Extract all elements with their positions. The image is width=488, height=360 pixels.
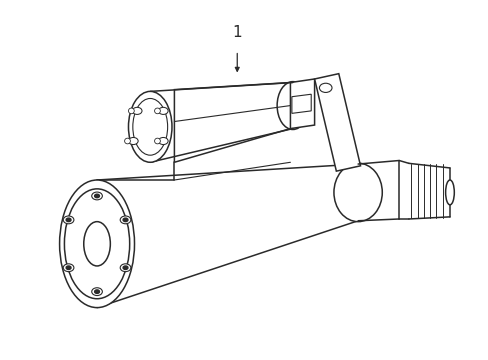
Ellipse shape	[120, 264, 131, 272]
Ellipse shape	[158, 138, 168, 145]
Ellipse shape	[128, 91, 172, 162]
Circle shape	[95, 290, 99, 293]
Text: 1: 1	[232, 25, 242, 40]
Polygon shape	[290, 79, 314, 129]
Circle shape	[123, 218, 128, 222]
Polygon shape	[291, 94, 310, 113]
Ellipse shape	[132, 107, 142, 114]
Ellipse shape	[128, 108, 134, 114]
Ellipse shape	[158, 107, 168, 114]
Ellipse shape	[124, 138, 130, 144]
Ellipse shape	[133, 99, 167, 155]
Polygon shape	[314, 74, 360, 171]
Ellipse shape	[120, 216, 131, 224]
Ellipse shape	[277, 82, 308, 130]
Ellipse shape	[83, 222, 110, 266]
Polygon shape	[174, 82, 290, 162]
Circle shape	[66, 266, 71, 270]
Circle shape	[123, 266, 128, 270]
Ellipse shape	[60, 180, 134, 307]
Ellipse shape	[63, 264, 74, 272]
Ellipse shape	[92, 192, 102, 200]
Ellipse shape	[154, 108, 160, 114]
Circle shape	[66, 218, 71, 222]
Ellipse shape	[333, 163, 382, 222]
Ellipse shape	[319, 83, 331, 93]
Ellipse shape	[154, 138, 160, 144]
Ellipse shape	[92, 288, 102, 296]
Ellipse shape	[64, 189, 129, 299]
Ellipse shape	[128, 138, 138, 145]
Ellipse shape	[63, 216, 74, 224]
Circle shape	[95, 194, 99, 198]
Ellipse shape	[445, 180, 453, 205]
